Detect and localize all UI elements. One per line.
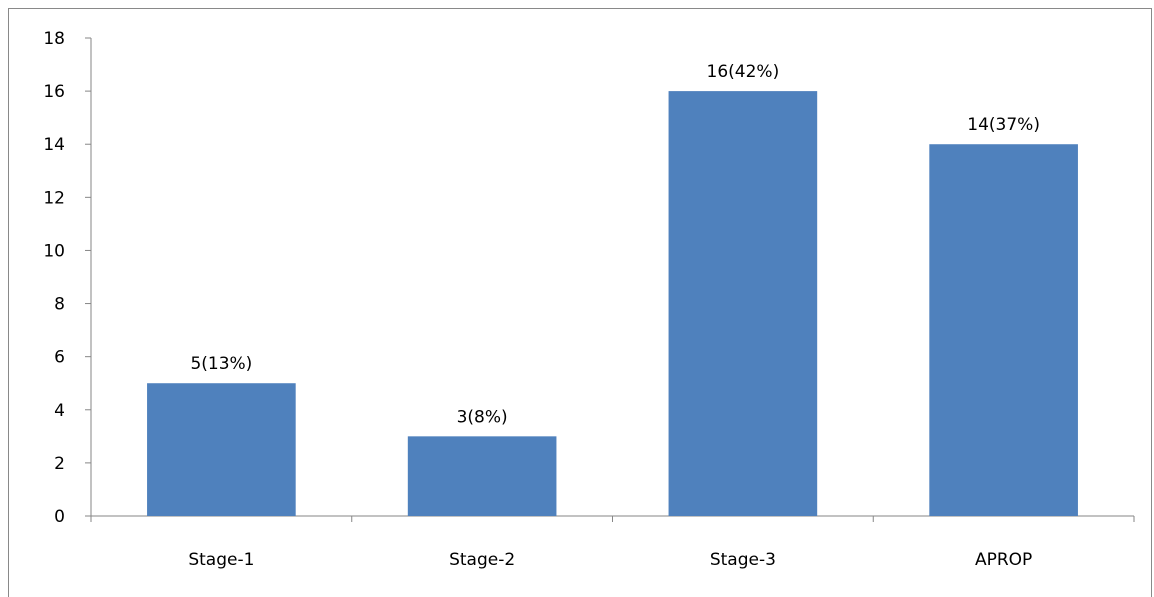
category-label: Stage-3 [710, 550, 776, 570]
data-label: 14(37%) [967, 115, 1040, 135]
y-axis: 0 2 4 6 8 10 12 14 16 18 [43, 29, 92, 527]
y-tick-label: 10 [43, 241, 65, 261]
x-axis [90, 515, 1135, 522]
y-tick-label: 18 [43, 29, 65, 49]
y-tick-label: 8 [54, 295, 65, 315]
category-label: Stage-1 [188, 550, 254, 570]
bars [147, 91, 1078, 516]
data-labels: 5(13%) 3(8%) 16(42%) 14(37%) [190, 62, 1040, 427]
bar-stage-2 [407, 436, 557, 516]
category-labels: Stage-1 Stage-2 Stage-3 APROP [188, 550, 1032, 570]
data-label: 5(13%) [190, 354, 252, 374]
category-label: APROP [975, 550, 1032, 570]
bar-aprop [929, 144, 1078, 516]
bar-stage-3 [668, 91, 818, 516]
category-label: Stage-2 [449, 550, 515, 570]
data-label: 16(42%) [707, 62, 780, 82]
data-label: 3(8%) [457, 407, 508, 427]
y-tick-label: 2 [54, 454, 65, 474]
y-tick-label: 16 [43, 82, 65, 102]
y-tick-label: 0 [54, 507, 65, 527]
y-tick-label: 4 [54, 401, 65, 421]
bar-stage-1 [147, 383, 296, 516]
y-tick-label: 12 [43, 188, 65, 208]
y-tick-label: 6 [54, 348, 65, 368]
y-tick-label: 14 [43, 135, 65, 155]
